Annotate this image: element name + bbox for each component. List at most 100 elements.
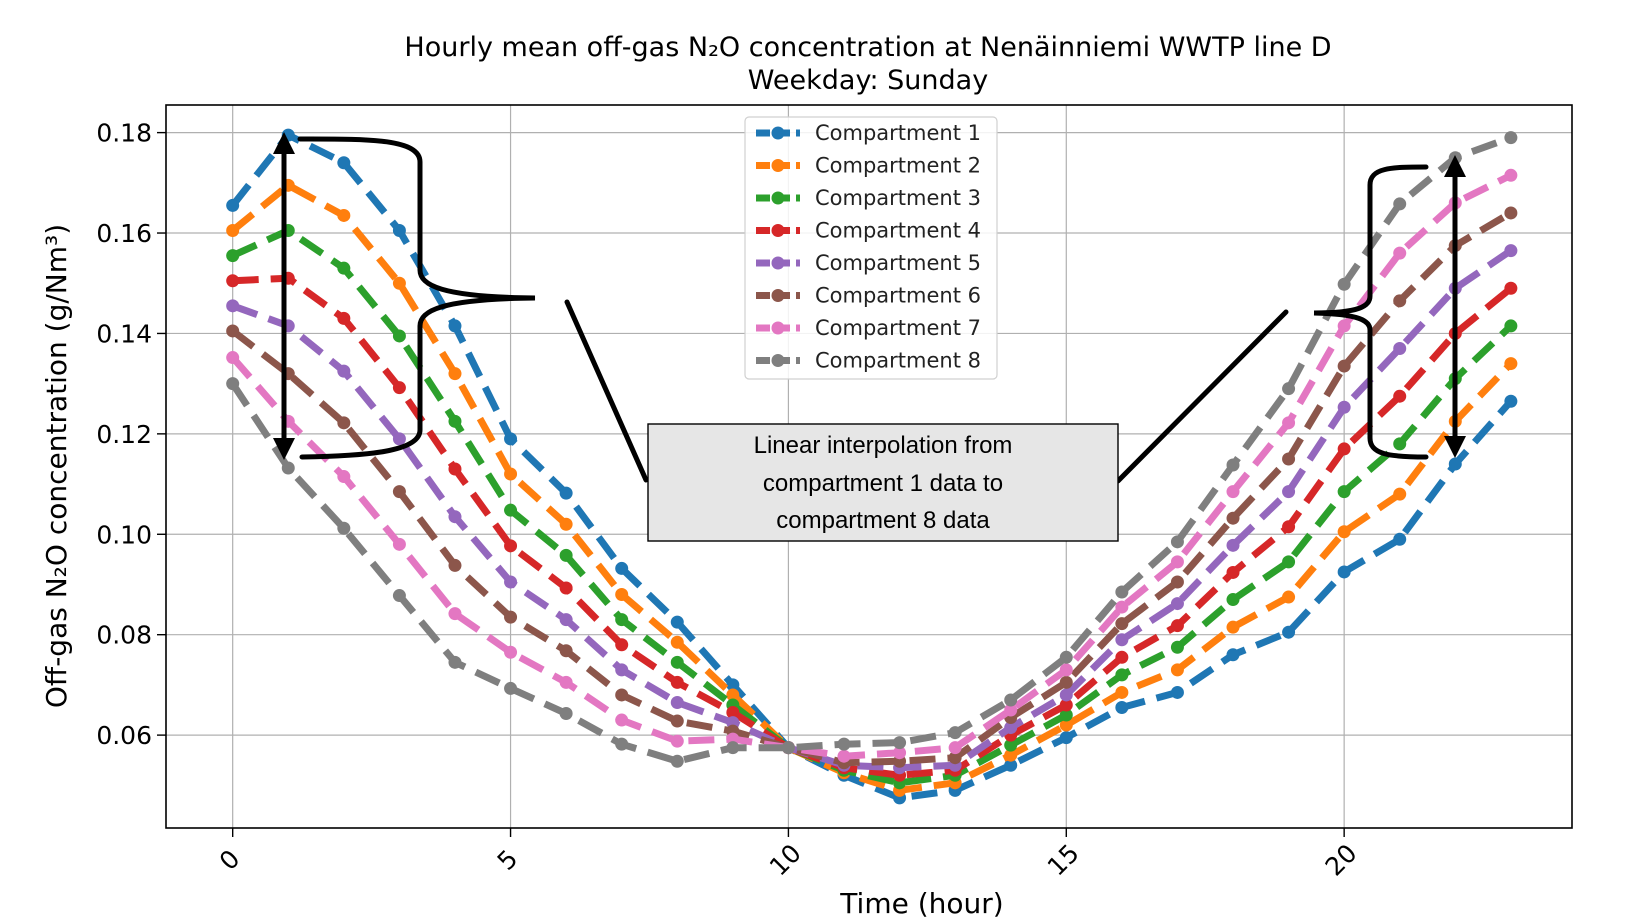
data-point <box>670 714 684 728</box>
y-axis-label: Off-gas N₂O concentration (g/Nm³) <box>40 224 73 708</box>
data-point <box>448 462 462 476</box>
data-point <box>226 198 240 212</box>
data-point <box>837 749 851 763</box>
data-point <box>1170 619 1184 633</box>
left-curly-brace <box>297 136 536 460</box>
data-point <box>1282 485 1296 499</box>
legend-label: Compartment 1 <box>815 121 981 145</box>
y-tick-label: 0.16 <box>96 219 152 248</box>
data-point <box>559 707 573 721</box>
x-tick-label: 20 <box>1320 838 1363 881</box>
series-line <box>231 227 1514 787</box>
data-point <box>1337 319 1351 333</box>
data-point <box>1337 442 1351 456</box>
data-point <box>337 521 351 535</box>
series-4 <box>226 271 1518 782</box>
legend-frame <box>744 116 998 380</box>
series-8 <box>226 131 1518 768</box>
data-point <box>281 461 295 475</box>
x-tick-label: 10 <box>764 838 807 881</box>
data-point <box>1004 748 1018 762</box>
data-point <box>448 414 462 428</box>
data-point <box>337 156 351 170</box>
data-point <box>337 416 351 430</box>
data-point <box>448 558 462 572</box>
data-point <box>1059 688 1073 702</box>
x-tick-label: 0 <box>214 844 246 876</box>
data-point <box>337 470 351 484</box>
data-point <box>1337 485 1351 499</box>
data-point <box>1393 389 1407 403</box>
data-point <box>615 613 629 627</box>
y-tick-label: 0.06 <box>96 721 152 750</box>
data-point <box>504 503 518 517</box>
data-point <box>392 432 406 446</box>
data-point <box>504 432 518 446</box>
series-line <box>229 134 1513 765</box>
data-point <box>504 575 518 589</box>
data-point <box>1170 597 1184 611</box>
data-point <box>226 274 240 288</box>
data-point <box>670 754 684 768</box>
data-point <box>337 364 351 378</box>
y-axis: 0.06 0.08 0.10 0.12 0.14 0.16 0.18 <box>96 119 166 750</box>
series-line <box>231 247 1513 772</box>
data-point <box>448 655 462 669</box>
data-point <box>670 655 684 669</box>
y-tick-label: 0.14 <box>96 319 152 348</box>
data-point <box>670 695 684 709</box>
data-point <box>1504 281 1518 295</box>
y-tick-label: 0.08 <box>96 621 152 650</box>
series-line <box>229 131 1514 802</box>
data-point <box>1504 319 1518 333</box>
legend-label: Compartment 7 <box>815 316 981 340</box>
data-point <box>1504 357 1518 371</box>
data-point <box>392 381 406 395</box>
annotation-box: Linear interpolation from compartment 1 … <box>647 423 1119 542</box>
chart-subtitle: Weekday: Sunday <box>748 65 988 96</box>
legend: Compartment 1 Compartment 2 Compartment 3 C… <box>744 116 998 380</box>
data-point <box>893 736 907 750</box>
data-point <box>948 741 962 755</box>
data-point <box>1059 663 1073 677</box>
data-point <box>392 589 406 603</box>
data-point <box>1115 585 1129 599</box>
data-point <box>1337 565 1351 579</box>
data-point <box>559 675 573 689</box>
x-tick-label: 5 <box>492 844 524 876</box>
legend-marker <box>771 126 785 140</box>
data-point <box>1004 758 1018 772</box>
series-line <box>230 172 1513 760</box>
data-point <box>1393 437 1407 451</box>
data-point <box>1282 452 1296 466</box>
data-point <box>559 548 573 562</box>
data-point <box>1393 294 1407 308</box>
data-point <box>1393 197 1407 211</box>
data-point <box>670 734 684 748</box>
data-point <box>1115 685 1129 699</box>
data-point <box>726 678 740 692</box>
data-point <box>1282 625 1296 639</box>
data-point <box>1226 648 1240 662</box>
legend-label: Compartment 6 <box>815 284 981 308</box>
data-point <box>504 681 518 695</box>
legend-label: Compartment 3 <box>815 186 981 210</box>
legend-label: Compartment 8 <box>815 349 981 373</box>
data-point <box>226 324 240 338</box>
data-point <box>559 613 573 627</box>
data-point <box>504 467 518 481</box>
data-point <box>670 615 684 629</box>
data-point <box>1504 244 1518 258</box>
legend-marker <box>771 289 785 302</box>
data-point <box>559 644 573 658</box>
x-axis-label: Time (hour) <box>839 887 1003 920</box>
data-point <box>1337 525 1351 539</box>
data-point <box>1393 246 1407 260</box>
data-point <box>1337 277 1351 291</box>
legend-marker <box>771 159 785 172</box>
legend-marker <box>771 256 785 270</box>
plot-area-frame <box>165 104 1573 829</box>
legend-label: Compartment 2 <box>815 154 981 178</box>
data-point <box>1226 565 1240 579</box>
